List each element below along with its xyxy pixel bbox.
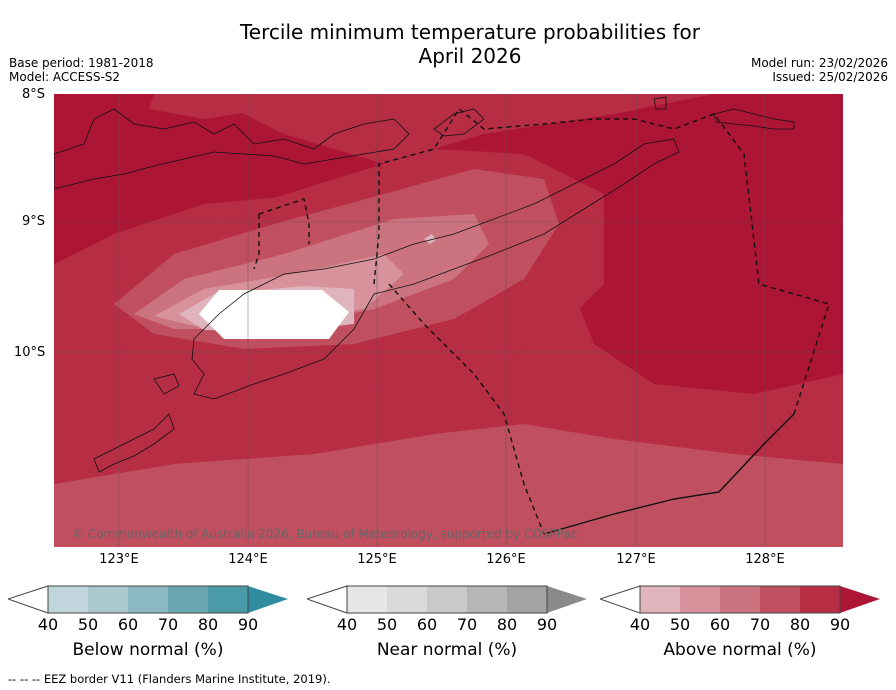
coastlines	[54, 96, 795, 473]
cb-above-swatch-1	[640, 586, 680, 613]
lon-label-124e: 124°E	[228, 552, 268, 567]
cb-above-tick: 50	[669, 615, 691, 634]
zone-70-80-south	[54, 424, 843, 547]
cb-above-tick: 70	[749, 615, 771, 634]
cb-below-tick: 90	[237, 615, 259, 634]
cb-below-tick: 80	[197, 615, 219, 634]
meta-right: Model run: 23/02/2026 Issued: 25/02/2026	[751, 56, 888, 84]
copyright-text: © Commonwealth of Australia 2026, Bureau…	[72, 527, 578, 541]
cb-below-swatch-5	[208, 586, 248, 613]
eez-north-east	[373, 107, 830, 415]
cb-near-label: Near normal (%)	[376, 640, 518, 660]
lat-label-10s: 10°S	[14, 345, 46, 360]
colorbar-above-normal	[600, 585, 880, 614]
eez-south	[388, 283, 545, 535]
cb-near-swatch-2	[387, 586, 427, 613]
eez-oecusse-west	[253, 214, 260, 270]
cb-near-swatch-1	[347, 586, 387, 613]
northern-islands	[54, 108, 410, 190]
lon-label-123e: 123°E	[99, 552, 139, 567]
cb-above-swatch-3	[720, 586, 760, 613]
cb-above-swatch-4	[760, 586, 800, 613]
cb-near-tick: 70	[456, 615, 478, 634]
base-period: Base period: 1981-2018	[9, 56, 154, 70]
eez-solid-segment	[543, 413, 795, 535]
cb-above-label: Above normal (%)	[663, 640, 817, 660]
cb-below-tick: 70	[157, 615, 179, 634]
cb-below-tick: 60	[117, 615, 139, 634]
cb-near-tick: 80	[496, 615, 518, 634]
cb-near-arrow-right	[547, 586, 587, 613]
probability-map	[54, 94, 843, 547]
cb-above-swatch-2	[680, 586, 720, 613]
cb-below-tick: 50	[77, 615, 99, 634]
cb-below-tick: 40	[37, 615, 59, 634]
cb-below-swatch-1	[48, 586, 88, 613]
graticule	[54, 94, 843, 547]
lon-label-128e: 128°E	[745, 552, 785, 567]
cb-below-arrow-left	[8, 585, 49, 614]
colorbar-below-normal	[8, 585, 288, 614]
eastern-islands	[713, 108, 795, 130]
meta-left: Base period: 1981-2018 Model: ACCESS-S2	[9, 56, 154, 84]
zone-white	[199, 290, 349, 339]
model-run: Model run: 23/02/2026	[750, 56, 888, 70]
lat-label-9s: 9°S	[22, 214, 46, 229]
cb-near-tick: 50	[376, 615, 398, 634]
issued-date: Issued: 25/02/2026	[772, 70, 888, 84]
cb-near-tick: 40	[336, 615, 358, 634]
rote-island	[93, 413, 175, 473]
lon-label-125e: 125°E	[357, 552, 397, 567]
cb-below-label: Below normal (%)	[72, 640, 224, 660]
title-line-2: April 2026	[418, 44, 522, 68]
small-island-1	[653, 96, 667, 110]
cb-near-swatch-5	[507, 586, 547, 613]
cb-below-arrow-right	[248, 586, 288, 613]
lon-label-127e: 127°E	[616, 552, 656, 567]
cb-near-arrow-left	[307, 585, 348, 614]
cb-below-swatch-2	[88, 586, 128, 613]
cb-above-arrow-right	[840, 586, 880, 613]
eez-footnote: -- -- -- EEZ border V11 (Flanders Marine…	[8, 672, 331, 686]
zone-90-north	[54, 94, 843, 394]
map-title: Tercile minimum temperature probabilitie…	[0, 20, 896, 68]
zone-80-patch	[149, 94, 269, 119]
cb-near-swatch-3	[427, 586, 467, 613]
model-name: Model: ACCESS-S2	[9, 70, 121, 84]
cb-above-swatch-5	[800, 586, 840, 613]
cb-above-tick: 40	[629, 615, 651, 634]
cb-above-arrow-left	[600, 585, 641, 614]
cb-below-swatch-3	[128, 586, 168, 613]
timor-coast	[191, 138, 680, 400]
cb-near-tick: 90	[536, 615, 558, 634]
lon-label-126e: 126°E	[486, 552, 526, 567]
wetar-west	[433, 108, 485, 137]
colorbar-near-normal	[307, 585, 587, 614]
cb-above-tick: 90	[829, 615, 851, 634]
lat-label-8s: 8°S	[22, 87, 46, 102]
cb-above-tick: 80	[789, 615, 811, 634]
zone-small-patch	[424, 234, 436, 244]
cb-near-tick: 60	[416, 615, 438, 634]
title-line-1: Tercile minimum temperature probabilitie…	[239, 20, 701, 44]
eez-oecusse-east	[258, 198, 310, 244]
cb-above-tick: 60	[709, 615, 731, 634]
cb-below-swatch-4	[168, 586, 208, 613]
small-island-2	[153, 373, 180, 395]
cb-near-swatch-4	[467, 586, 507, 613]
eez-borders	[253, 107, 830, 535]
